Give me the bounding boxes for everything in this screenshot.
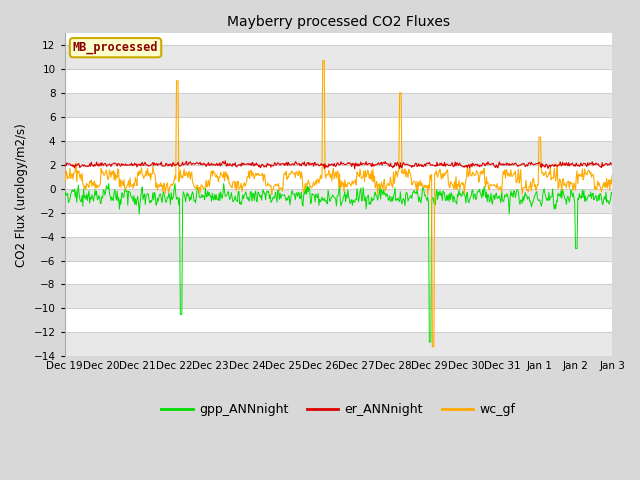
Legend: gpp_ANNnight, er_ANNnight, wc_gf: gpp_ANNnight, er_ANNnight, wc_gf	[156, 398, 520, 421]
Bar	[65, 332, 612, 356]
Title: Mayberry processed CO2 Fluxes: Mayberry processed CO2 Fluxes	[227, 15, 450, 29]
Bar	[65, 189, 612, 213]
Bar	[65, 45, 612, 69]
Bar	[65, 237, 612, 261]
Y-axis label: CO2 Flux (urology/m2/s): CO2 Flux (urology/m2/s)	[15, 123, 28, 266]
Bar	[65, 93, 612, 117]
Bar	[65, 285, 612, 309]
Text: MB_processed: MB_processed	[73, 41, 158, 54]
Bar	[65, 141, 612, 165]
